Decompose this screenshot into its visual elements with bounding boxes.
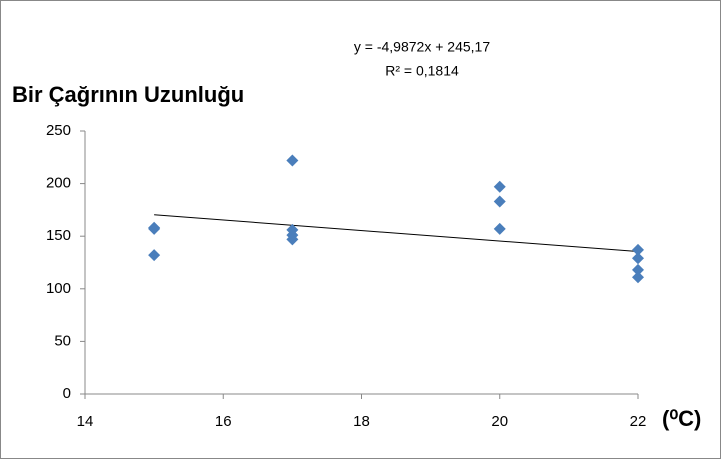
point [632,243,644,256]
point [286,154,299,167]
y-tick-label: 200 [46,175,71,192]
y-tick-label: 100 [46,280,71,297]
trendline [154,214,639,253]
x-axis-label: (⁰C) [662,406,701,431]
y-tick-label: 0 [63,385,71,402]
y-tick-label: 150 [46,227,71,244]
chart-title: Bir Çağrının Uzunluğu [12,82,244,107]
y-tick-label: 250 [46,122,71,139]
point [493,222,506,235]
point [286,233,299,246]
y-tick-label: 50 [54,332,71,349]
point [493,180,506,193]
x-tick-label: 14 [77,413,94,430]
trend-r-squared: R² = 0,1814 [385,63,459,79]
point [493,195,506,208]
x-tick-label: 22 [630,413,647,430]
x-tick-label: 16 [215,413,232,430]
point [632,252,644,265]
x-tick-label: 20 [491,413,508,430]
point [148,249,161,262]
point [148,222,161,235]
point [632,271,644,284]
point [632,263,644,276]
x-tick-label: 18 [353,413,370,430]
trend-equation: y = -4,9872x + 245,17 [354,39,490,55]
